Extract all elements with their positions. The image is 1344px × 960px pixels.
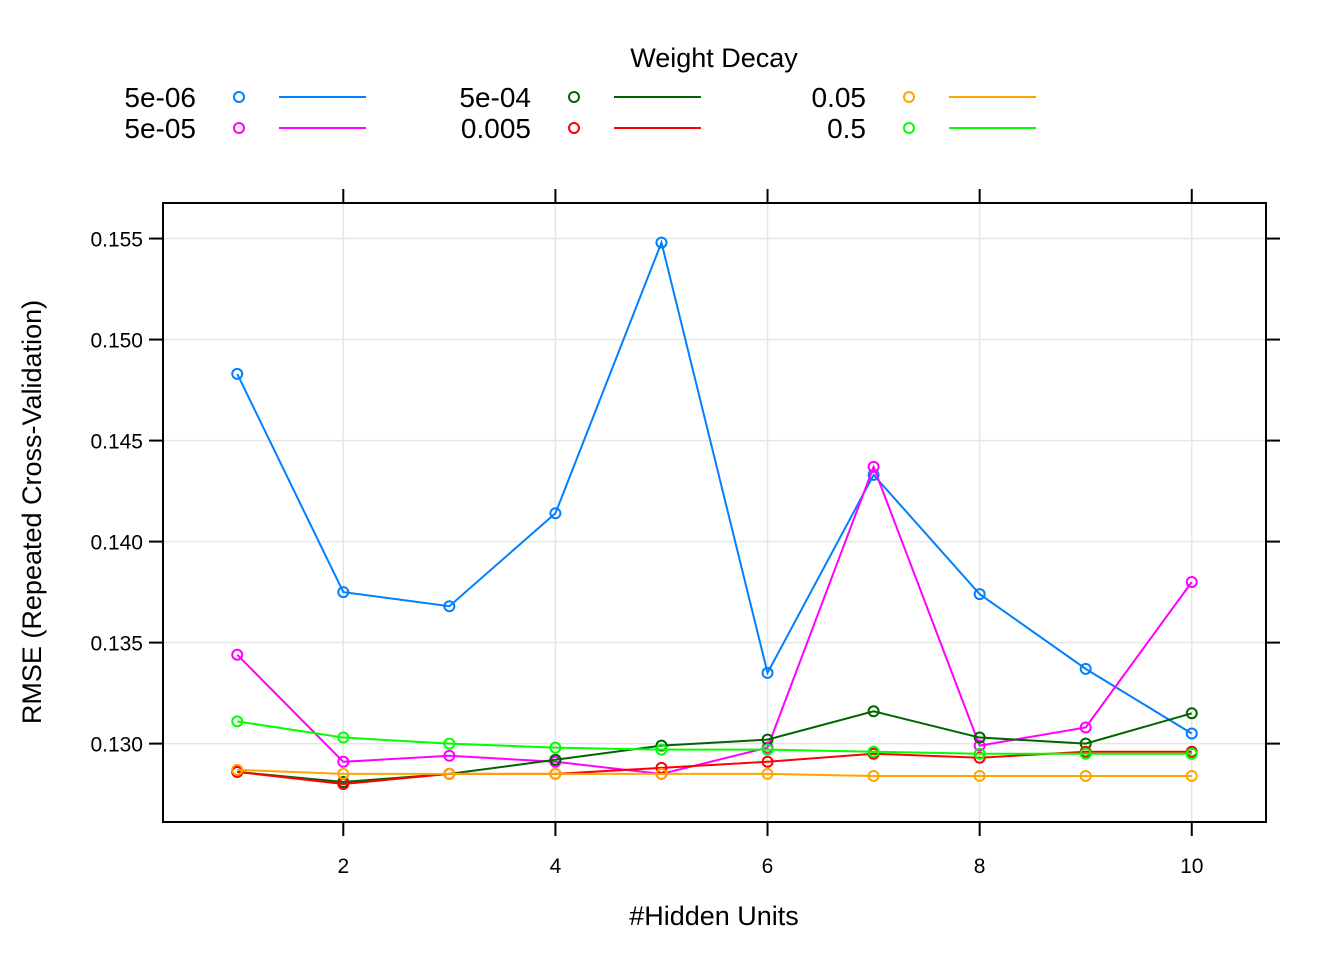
- data-point: [1185, 747, 1198, 760]
- data-point: [443, 600, 456, 613]
- data-point: [1079, 769, 1092, 782]
- data-point: [655, 761, 668, 774]
- x-tick-label: 2: [337, 855, 349, 878]
- legend-label: 5e-06: [124, 82, 196, 113]
- legend-label: 5e-05: [124, 113, 196, 144]
- data-point: [761, 666, 774, 679]
- y-tick-label: 0.155: [90, 229, 143, 252]
- series-line: [237, 710, 1193, 784]
- data-point: [761, 755, 774, 768]
- y-tick-label: 0.130: [90, 734, 143, 757]
- legend-label: 0.5: [827, 113, 866, 144]
- legend-label: 0.05: [812, 82, 867, 113]
- data-point: [867, 460, 880, 473]
- data-point: [231, 648, 244, 661]
- data-point: [973, 769, 986, 782]
- legend-point-marker: [568, 91, 580, 103]
- data-point: [549, 753, 562, 766]
- series-0.05: [231, 763, 1198, 782]
- series-line: [237, 750, 1192, 786]
- series-line: [237, 768, 1192, 777]
- data-point: [1185, 707, 1198, 720]
- legend-point-marker: [568, 122, 580, 134]
- legend-item: 5e-05: [124, 113, 366, 144]
- data-point: [337, 731, 350, 744]
- data-point: [549, 741, 562, 754]
- data-point: [867, 705, 880, 718]
- data-point: [337, 767, 350, 780]
- data-point: [973, 739, 986, 752]
- data-point: [1079, 662, 1092, 675]
- plot-area: 2 4 6 8 10 0.130 0.135 0.140 0.145 0.150 0.155: [90, 189, 1280, 878]
- data-point: [443, 737, 456, 750]
- data-point: [337, 755, 350, 768]
- series-5e-06: [231, 236, 1198, 740]
- data-point: [231, 715, 244, 728]
- x-tick-label: 10: [1180, 855, 1203, 878]
- y-tick-label: 0.145: [90, 431, 143, 454]
- data-point: [231, 367, 244, 380]
- data-point: [1185, 769, 1198, 782]
- data-point: [655, 236, 668, 249]
- legend-label: 0.005: [461, 113, 531, 144]
- y-axis-title: RMSE (Repeated Cross-Validation): [17, 300, 47, 724]
- data-point: [443, 749, 456, 762]
- data-point: [973, 747, 986, 760]
- legend-point-marker: [903, 122, 915, 134]
- data-point: [867, 745, 880, 758]
- data-point: [655, 767, 668, 780]
- legend-title: Weight Decay: [630, 43, 798, 73]
- series-5e-05: [231, 460, 1198, 780]
- legend-point-marker: [903, 91, 915, 103]
- data-point: [549, 507, 562, 520]
- data-point: [1185, 575, 1198, 588]
- data-point: [549, 767, 562, 780]
- legend-label: 5e-04: [459, 82, 531, 113]
- data-point: [231, 763, 244, 776]
- legend-point-marker: [233, 122, 245, 134]
- series-line: [236, 239, 1193, 735]
- data-point: [761, 767, 774, 780]
- x-tick-label: 8: [974, 855, 986, 878]
- series-line: [237, 720, 1192, 755]
- data-point: [867, 769, 880, 782]
- data-point: [867, 468, 880, 481]
- legend-point-marker: [233, 91, 245, 103]
- x-tick-label: 4: [550, 855, 562, 878]
- data-point: [973, 731, 986, 744]
- y-tick-label: 0.135: [90, 633, 143, 656]
- legend-item: 0.05: [812, 82, 1036, 113]
- x-axis-title: #Hidden Units: [629, 901, 799, 931]
- legend-item: 5e-04: [459, 82, 701, 113]
- x-tick-label: 6: [762, 855, 774, 878]
- y-tick-label: 0.150: [90, 330, 143, 353]
- data-point: [761, 743, 774, 756]
- plot-frame: [162, 202, 1267, 823]
- series-0.5: [231, 715, 1198, 760]
- data-point: [655, 743, 668, 756]
- legend-item: 0.005: [461, 113, 701, 144]
- data-point: [337, 586, 350, 599]
- data-point: [973, 588, 986, 601]
- y-tick-label: 0.140: [90, 532, 143, 555]
- legend-item: 0.5: [827, 113, 1036, 144]
- data-point: [1185, 727, 1198, 740]
- series-line: [236, 464, 1193, 775]
- data-point: [1079, 747, 1092, 760]
- data-point: [1079, 721, 1092, 734]
- legend-item: 5e-06: [124, 82, 366, 113]
- data-point: [443, 767, 456, 780]
